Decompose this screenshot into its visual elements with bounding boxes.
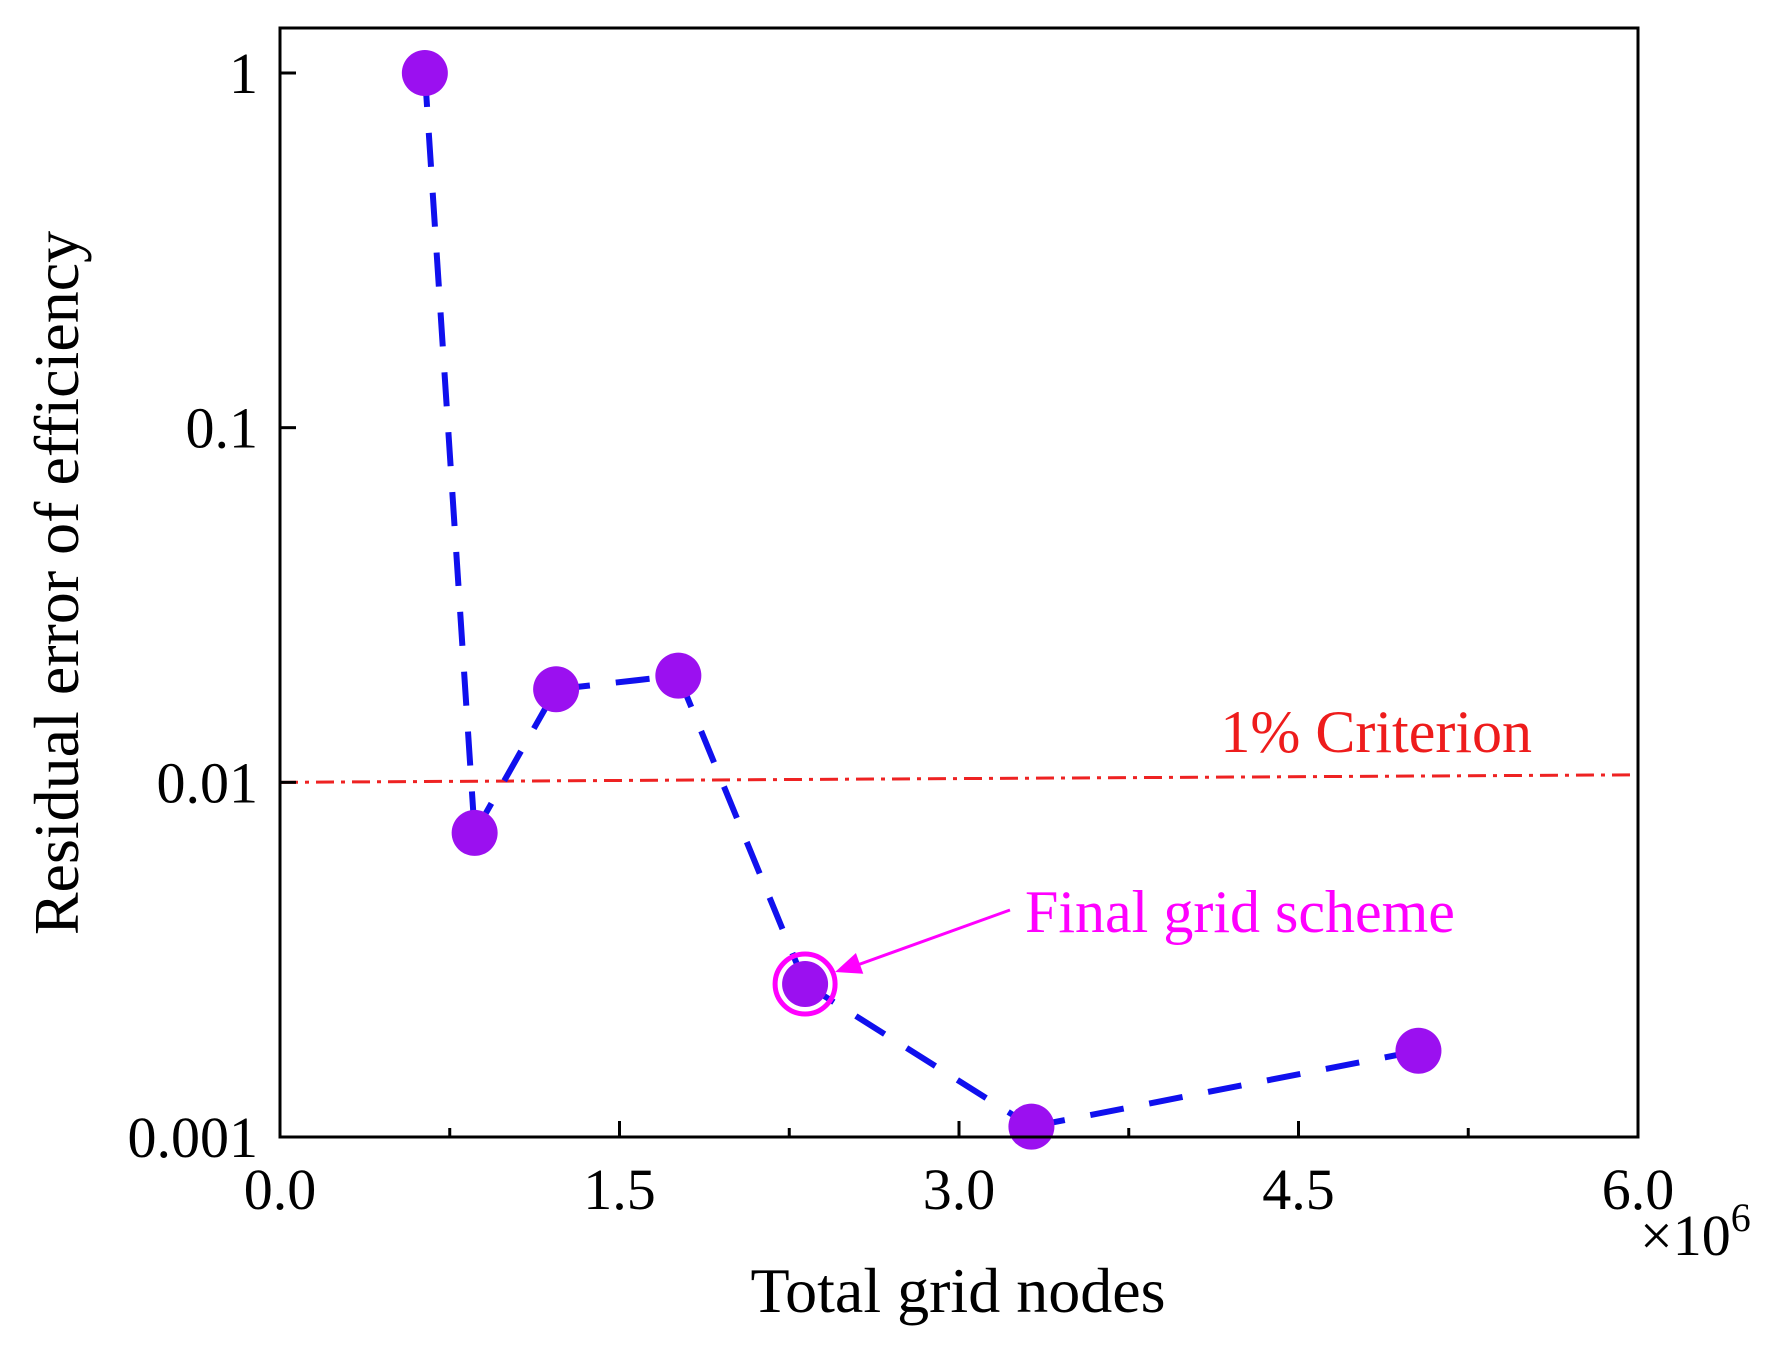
data-point <box>655 652 702 699</box>
marker-layer <box>401 50 1442 1150</box>
y-tick-label: 0.001 <box>128 1105 259 1170</box>
x-tick-label: 1.5 <box>583 1157 656 1222</box>
x-tick-label: 4.5 <box>1262 1157 1335 1222</box>
y-axis-title: Residual error of efficiency <box>21 231 92 935</box>
data-point <box>1395 1027 1442 1074</box>
series-line-segment <box>803 981 1034 1130</box>
reference-line-layer <box>279 773 1639 784</box>
series-line-segment <box>421 72 478 834</box>
x-axis-multiplier-base: ×10 <box>1640 1203 1731 1268</box>
x-axis-multiplier: ×106 <box>1640 1195 1751 1268</box>
x-axis-multiplier-exponent: 6 <box>1731 1195 1751 1240</box>
series-line-segment <box>1030 1047 1420 1130</box>
annotation-layer <box>772 908 1011 1017</box>
y-tick-label: 0.1 <box>186 396 259 461</box>
data-point <box>533 666 580 713</box>
data-point <box>451 809 498 856</box>
annotation-arrow-shaft <box>848 908 1011 970</box>
criterion-line <box>279 773 1639 784</box>
annotation-arrow-head <box>835 952 864 974</box>
series-line-segment <box>675 674 808 986</box>
x-tick-label: 0.0 <box>244 1157 317 1222</box>
data-point <box>401 50 448 96</box>
series-line-segment <box>472 687 559 835</box>
data-point <box>782 961 829 1008</box>
highlight-ring <box>772 951 838 1017</box>
y-tick-label: 1 <box>229 41 258 106</box>
data-point <box>1008 1103 1055 1150</box>
x-tick-label: 3.0 <box>923 1157 996 1222</box>
plot-frame <box>278 26 1640 1139</box>
criterion-label: 1% Criterion <box>1220 699 1532 765</box>
y-tick-label: 0.01 <box>157 750 259 815</box>
axis-layer: 0.0 1.5 3.0 4.5 6.0 0.001 0.01 0.1 1 <box>128 41 1675 1222</box>
final-grid-scheme-label: Final grid scheme <box>1025 879 1455 945</box>
x-tick-label: 6.0 <box>1602 1157 1675 1222</box>
series-layer <box>421 72 1420 1130</box>
x-axis-title: Total grid nodes <box>751 1255 1166 1326</box>
